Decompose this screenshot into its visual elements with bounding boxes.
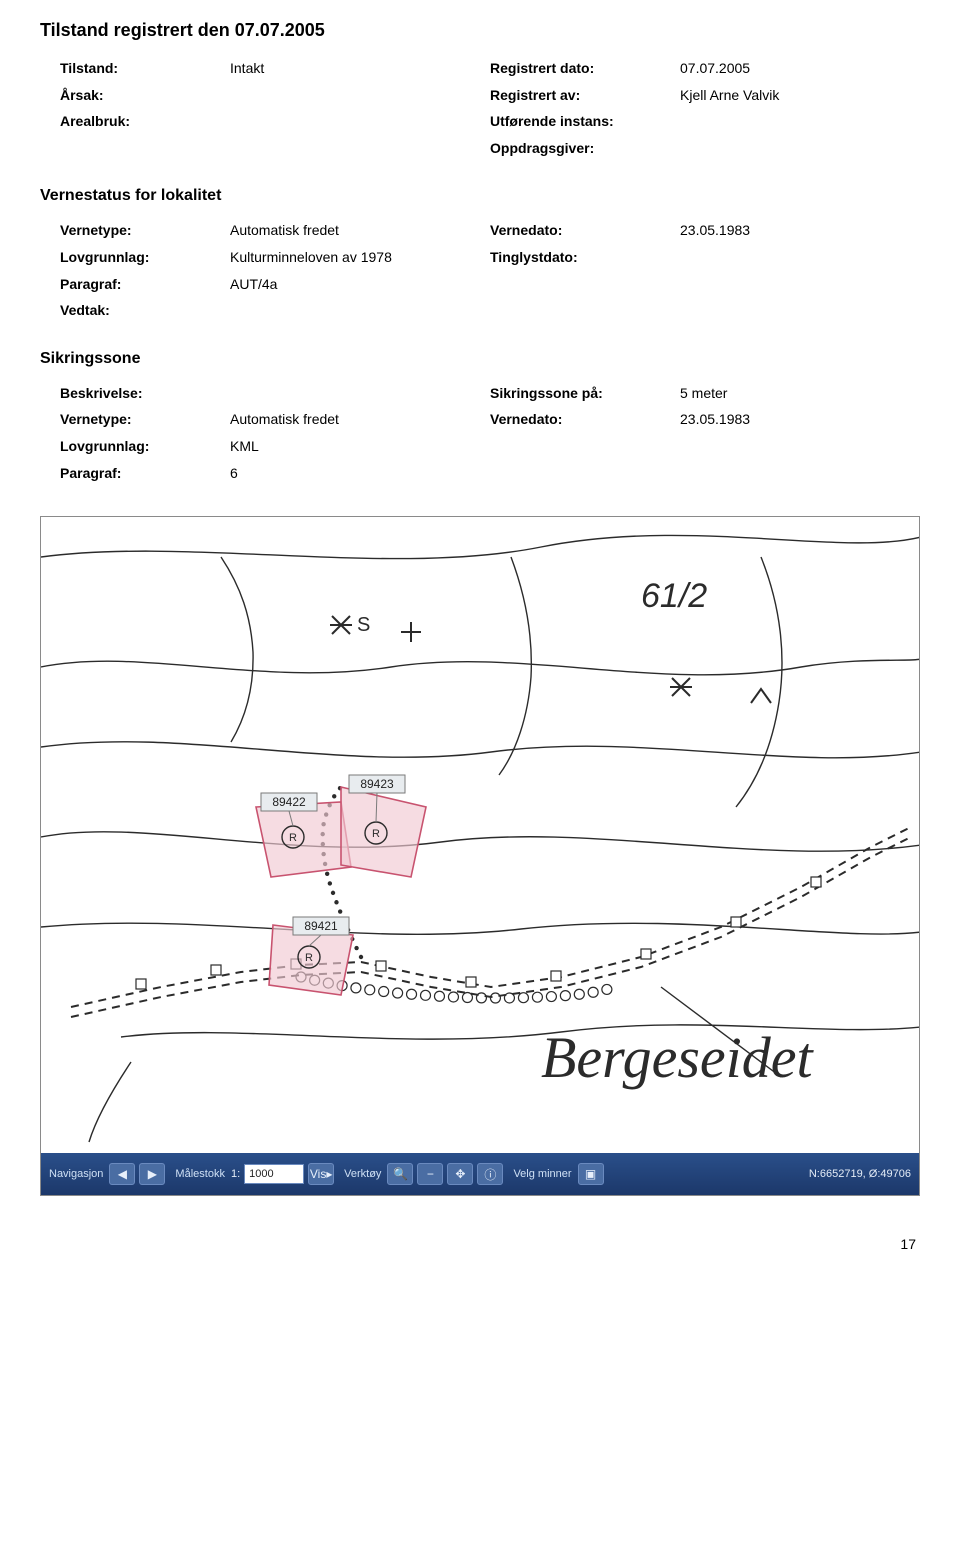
map-canvas: R 89422 R 89423 R 89421 61/2 Bergeseidet S [41, 517, 920, 1155]
value-sikringssone: 5 meter [680, 380, 727, 407]
label-regav: Registrert av: [490, 82, 680, 109]
value-paragraf: AUT/4a [230, 271, 490, 298]
label-regdato: Registrert dato: [490, 55, 680, 82]
svg-text:S: S [357, 614, 370, 636]
tool-label: Verktøy [344, 1168, 381, 1180]
field-row: Paragraf: 6 [60, 460, 920, 487]
value-arealbruk [230, 108, 490, 135]
zoom-out-button[interactable]: − [417, 1163, 443, 1185]
label-vernetype: Vernetype: [60, 217, 230, 244]
layer-button[interactable]: ▣ [578, 1163, 604, 1185]
label-vernedato: Vernedato: [490, 217, 680, 244]
label-paragraf: Paragraf: [60, 271, 230, 298]
section3-title: Sikringssone [40, 350, 920, 368]
value-vernedato: 23.05.1983 [680, 217, 750, 244]
label-tilstand: Tilstand: [60, 55, 230, 82]
value-beskrivelse [230, 380, 490, 407]
scale-group: Målestokk 1: Vis▸ [175, 1163, 334, 1185]
label-sikringssone: Sikringssone på: [490, 380, 680, 407]
field-row: Lovgrunnlag: Kulturminneloven av 1978 Ti… [60, 244, 920, 271]
field-row: Årsak: Registrert av: Kjell Arne Valvik [60, 82, 920, 109]
layer-label: Velg minner [513, 1168, 571, 1180]
nav-group: Navigasjon ◀ ▶ [49, 1163, 165, 1185]
nav-label: Navigasjon [49, 1168, 103, 1180]
label-aarsak: Årsak: [60, 82, 230, 109]
section2-title: Vernestatus for lokalitet [40, 187, 920, 205]
value-vernedato: 23.05.1983 [680, 406, 750, 433]
info-button[interactable]: ⓘ [477, 1163, 503, 1185]
page-number: 17 [40, 1236, 920, 1252]
label-lovgrunnlag: Lovgrunnlag: [60, 244, 230, 271]
map-toolbar: Navigasjon ◀ ▶ Målestokk 1: Vis▸ Verktøy… [41, 1153, 919, 1195]
svg-text:89422: 89422 [272, 795, 306, 809]
value-regdato: 07.07.2005 [680, 55, 750, 82]
label-tinglyst: Tinglystdato: [490, 244, 680, 271]
svg-text:R: R [305, 952, 313, 964]
section3-fields: Beskrivelse: Sikringssone på: 5 meter Ve… [40, 380, 920, 486]
field-row: Arealbruk: Utførende instans: [60, 108, 920, 135]
field-row: Vernetype: Automatisk fredet Vernedato: … [60, 406, 920, 433]
field-row: Lovgrunnlag: KML [60, 433, 920, 460]
field-row: Vernetype: Automatisk fredet Vernedato: … [60, 217, 920, 244]
label-blank [60, 135, 230, 162]
label-vedtak: Vedtak: [60, 297, 230, 324]
label-oppdrag: Oppdragsgiver: [490, 135, 680, 162]
field-row: Paragraf: AUT/4a [60, 271, 920, 298]
label-vernetype: Vernetype: [60, 406, 230, 433]
value-lovgrunnlag: Kulturminneloven av 1978 [230, 244, 490, 271]
tool-group: Verktøy 🔍 − ✥ ⓘ [344, 1163, 503, 1185]
map-viewer[interactable]: R 89422 R 89423 R 89421 61/2 Bergeseidet S Navig… [40, 516, 920, 1196]
pan-button[interactable]: ✥ [447, 1163, 473, 1185]
field-row: Tilstand: Intakt Registrert dato: 07.07.… [60, 55, 920, 82]
label-lovgrunnlag: Lovgrunnlag: [60, 433, 230, 460]
value-aarsak [230, 82, 490, 109]
svg-text:Bergeseidet: Bergeseidet [541, 1025, 815, 1090]
section1-fields: Tilstand: Intakt Registrert dato: 07.07.… [40, 55, 920, 161]
layer-group: Velg minner ▣ [513, 1163, 603, 1185]
label-utforende: Utførende instans: [490, 108, 680, 135]
section2-fields: Vernetype: Automatisk fredet Vernedato: … [40, 217, 920, 323]
nav-right-button[interactable]: ▶ [139, 1163, 165, 1185]
value-lovgrunnlag: KML [230, 433, 490, 460]
value-paragraf: 6 [230, 460, 490, 487]
zoom-in-button[interactable]: 🔍 [387, 1163, 413, 1185]
label-arealbruk: Arealbruk: [60, 108, 230, 135]
coord-readout: N:6652719, Ø:49706 [809, 1168, 911, 1180]
label-vernedato: Vernedato: [490, 406, 680, 433]
value-blank [230, 135, 490, 162]
label-beskrivelse: Beskrivelse: [60, 380, 230, 407]
svg-text:61/2: 61/2 [641, 577, 707, 615]
value-regav: Kjell Arne Valvik [680, 82, 779, 109]
nav-left-button[interactable]: ◀ [109, 1163, 135, 1185]
svg-text:R: R [372, 828, 380, 840]
section1-title: Tilstand registrert den 07.07.2005 [40, 20, 920, 41]
scale-input[interactable] [244, 1164, 304, 1184]
value-vernetype: Automatisk fredet [230, 406, 490, 433]
vis-label: Vis [310, 1167, 326, 1181]
field-row: Beskrivelse: Sikringssone på: 5 meter [60, 380, 920, 407]
value-vernetype: Automatisk fredet [230, 217, 490, 244]
svg-text:R: R [289, 832, 297, 844]
field-row: Vedtak: [60, 297, 920, 324]
scale-prefix: 1: [231, 1168, 240, 1180]
field-row: Oppdragsgiver: [60, 135, 920, 162]
svg-text:89421: 89421 [304, 919, 338, 933]
label-paragraf: Paragraf: [60, 460, 230, 487]
vis-button[interactable]: Vis▸ [308, 1163, 334, 1185]
value-vedtak [230, 297, 490, 324]
value-tilstand: Intakt [230, 55, 490, 82]
svg-text:89423: 89423 [360, 777, 394, 791]
scale-label: Målestokk [175, 1168, 225, 1180]
